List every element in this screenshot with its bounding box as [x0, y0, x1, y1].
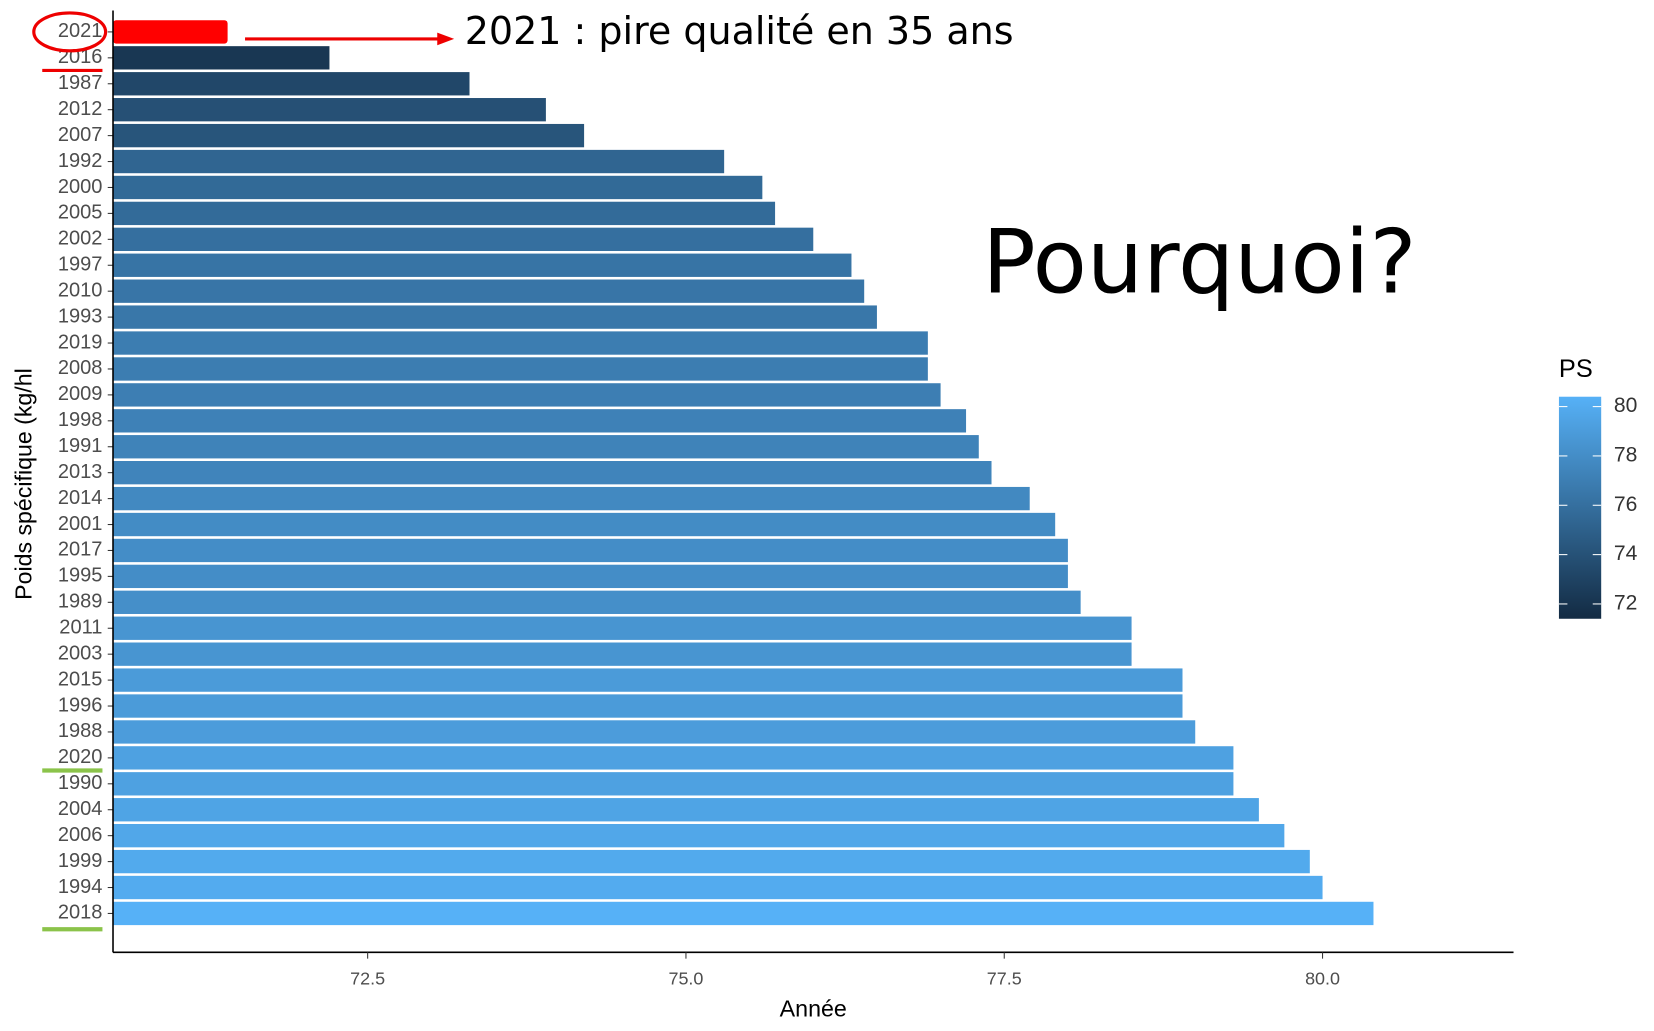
bar	[113, 875, 1323, 900]
y-tick-label: 2014	[58, 487, 103, 509]
y-tick-label: 1987	[58, 72, 103, 94]
y-tick-label: 1995	[58, 565, 103, 587]
bar	[113, 98, 546, 122]
y-tick-label: 2003	[58, 642, 103, 664]
bar	[113, 849, 1310, 874]
arrow-head	[437, 32, 455, 46]
x-tick-label: 75.0	[668, 968, 703, 988]
y-tick-label: 2004	[58, 798, 103, 820]
legend-title: PS	[1559, 355, 1593, 383]
bar	[113, 512, 1056, 537]
bar	[113, 538, 1068, 563]
y-tick-label: 1999	[58, 850, 103, 872]
y-tick-label: 1994	[58, 876, 103, 898]
bar	[113, 798, 1259, 822]
bar	[113, 72, 470, 96]
x-tick-label: 72.5	[350, 968, 385, 988]
bar	[113, 357, 928, 381]
bar	[113, 642, 1132, 666]
legend-tick-label: 72	[1614, 592, 1637, 615]
y-tick-label: 2008	[58, 357, 103, 379]
bar	[113, 279, 865, 303]
y-tick-label: 2000	[58, 176, 103, 198]
y-tick-label: 2015	[58, 668, 103, 690]
y-tick-label: 1996	[58, 694, 103, 716]
y-tick-label: 2002	[58, 228, 103, 250]
bar	[113, 461, 992, 485]
y-tick-label: 1998	[58, 409, 103, 431]
bar	[113, 253, 852, 277]
y-tick-label: 2021	[58, 20, 103, 42]
bar	[113, 746, 1234, 770]
bar	[113, 123, 585, 148]
bar	[113, 409, 967, 433]
bar	[113, 694, 1183, 718]
y-axis-title: Poids spécifique (kg/hl	[10, 368, 36, 600]
y-tick-label: 1993	[58, 305, 103, 327]
legend-tick-label: 76	[1614, 493, 1637, 516]
bar	[113, 46, 330, 70]
bar	[113, 616, 1132, 640]
callout: Pourquoi?	[982, 211, 1416, 314]
y-tick-label: 1992	[58, 150, 103, 172]
bar	[113, 435, 979, 459]
bar	[113, 720, 1196, 744]
y-tick-label: 2011	[59, 617, 102, 639]
y-tick-label: 1991	[58, 435, 103, 457]
bar	[113, 486, 1030, 511]
y-tick-label: 2010	[58, 280, 103, 302]
bar	[113, 564, 1068, 589]
bar	[113, 20, 228, 44]
bar	[113, 331, 928, 355]
bar	[113, 823, 1285, 848]
bar	[113, 175, 763, 200]
x-axis-title: Année	[780, 995, 847, 1021]
bar	[113, 668, 1183, 692]
bar	[113, 901, 1374, 926]
annotation: 2021 : pire qualité en 35 ans	[465, 9, 1014, 53]
x-tick-label: 77.5	[987, 968, 1022, 988]
legend-tick-label: 80	[1614, 394, 1637, 417]
colorbar	[1558, 396, 1602, 619]
bar	[113, 590, 1081, 614]
y-tick-label: 2012	[58, 98, 103, 120]
y-tick-label: 2005	[58, 202, 103, 224]
bar	[113, 305, 877, 329]
bar	[113, 383, 941, 407]
bar	[113, 227, 814, 251]
legend-tick-label: 74	[1614, 542, 1638, 565]
y-tick-label: 2017	[58, 539, 103, 561]
y-tick-label: 1997	[58, 254, 103, 276]
y-tick-label: 2001	[58, 513, 103, 535]
highlight-circle	[32, 11, 108, 53]
y-tick-label: 1988	[58, 720, 103, 742]
y-tick-label: 2009	[58, 383, 103, 405]
x-tick-label: 80.0	[1305, 968, 1340, 988]
y-tick-label: 2020	[58, 746, 103, 768]
legend-tick-label: 78	[1614, 444, 1637, 467]
bar	[113, 772, 1234, 796]
y-tick-label: 2007	[58, 124, 103, 146]
y-tick-label: 2013	[58, 461, 103, 483]
bar	[113, 201, 776, 226]
y-tick-label: 1990	[58, 772, 103, 794]
y-tick-label: 2006	[58, 824, 103, 846]
y-tick-label: 1989	[58, 591, 103, 613]
y-tick-label: 2018	[58, 902, 103, 924]
bar	[113, 149, 725, 174]
y-tick-label: 2019	[58, 331, 103, 353]
